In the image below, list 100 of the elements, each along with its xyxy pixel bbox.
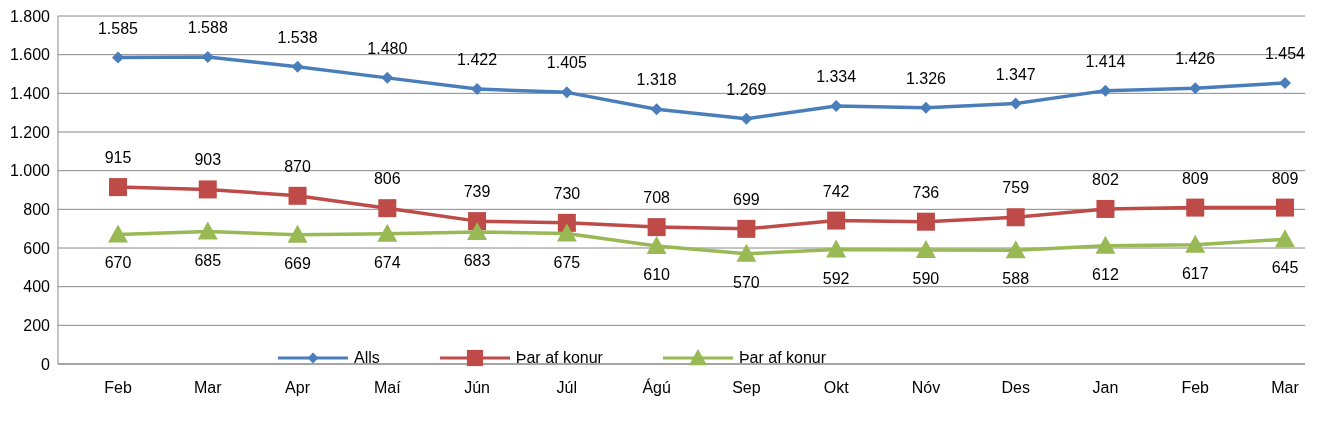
data-label: 915 — [104, 149, 132, 167]
data-label: 739 — [463, 183, 491, 201]
point — [1275, 229, 1295, 248]
x-tick-label: Nóv — [911, 379, 941, 397]
x-tick-label: Feb — [1181, 379, 1210, 397]
x-tick-label: Feb — [104, 379, 132, 397]
data-label: 870 — [284, 157, 311, 175]
data-label: 1.269 — [726, 80, 767, 98]
point — [1006, 208, 1025, 227]
point — [467, 221, 488, 240]
point — [112, 51, 124, 64]
data-label: 669 — [284, 254, 311, 272]
y-tick-label: 1.800 — [9, 7, 51, 25]
data-label: 590 — [912, 269, 940, 287]
x-tick-label: Jún — [464, 379, 490, 397]
point — [1186, 198, 1205, 217]
x-tick-label: Júl — [556, 379, 578, 397]
data-label: 742 — [822, 182, 850, 200]
data-label: 1.318 — [636, 71, 677, 89]
data-label: 1.414 — [1085, 52, 1126, 70]
data-label: 736 — [912, 183, 940, 201]
y-tick-label: 200 — [23, 317, 51, 335]
x-tick-label: Mar — [193, 379, 223, 397]
point — [287, 224, 308, 243]
point — [1276, 198, 1294, 217]
data-label: 708 — [643, 189, 671, 207]
data-label: 675 — [553, 253, 581, 271]
data-label: 570 — [733, 273, 760, 291]
point — [650, 103, 663, 116]
point — [109, 178, 127, 197]
data-label: 730 — [553, 184, 581, 202]
data-label: 1.405 — [546, 54, 587, 72]
point — [827, 211, 846, 230]
point — [647, 218, 666, 237]
point — [288, 186, 307, 205]
data-label: 610 — [643, 266, 671, 284]
data-label: 1.454 — [1264, 44, 1306, 62]
x-tick-label: Sep — [732, 379, 761, 397]
y-tick-label: 600 — [23, 239, 51, 257]
point — [1185, 234, 1206, 253]
point — [1096, 199, 1115, 218]
data-label: 1.538 — [277, 28, 318, 46]
point — [826, 239, 847, 258]
data-label: 1.326 — [905, 69, 947, 87]
data-label: 645 — [1271, 259, 1299, 277]
point — [377, 223, 398, 242]
legend-label: Þar af konur — [515, 349, 603, 367]
data-label: 685 — [194, 251, 222, 269]
data-label: 809 — [1181, 169, 1209, 187]
data-label: 903 — [194, 151, 222, 169]
point — [1279, 76, 1291, 89]
data-label: 802 — [1092, 170, 1119, 188]
point — [740, 112, 753, 125]
point — [556, 223, 577, 242]
data-label: 1.334 — [816, 68, 857, 86]
x-tick-label: Jan — [1092, 379, 1119, 397]
data-label: 759 — [1002, 179, 1030, 197]
data-label: 670 — [104, 254, 132, 272]
data-label: 1.585 — [97, 19, 139, 37]
data-label: 809 — [1271, 169, 1299, 187]
point — [381, 71, 394, 84]
point — [108, 224, 128, 243]
point — [915, 239, 936, 258]
point — [1095, 235, 1116, 254]
point — [1189, 82, 1202, 95]
data-label: 1.588 — [187, 18, 228, 36]
y-tick-label: 1.600 — [9, 46, 51, 64]
data-label: 674 — [373, 253, 401, 271]
point — [646, 236, 667, 255]
point — [736, 243, 757, 262]
data-label: 588 — [1002, 270, 1030, 288]
point — [1005, 240, 1026, 259]
x-tick-label: Apr — [285, 379, 311, 397]
data-label: 592 — [822, 269, 850, 287]
data-label: 1.422 — [457, 51, 498, 69]
y-tick-label: 800 — [23, 201, 51, 219]
data-label: 699 — [733, 190, 760, 208]
y-tick-label: 1.400 — [9, 85, 51, 103]
legend-label: Alls — [354, 349, 380, 367]
y-tick-label: 1.000 — [9, 162, 51, 180]
x-tick-label: Des — [1001, 379, 1030, 397]
data-label: 612 — [1092, 265, 1119, 283]
x-tick-label: Okt — [823, 379, 850, 397]
point — [378, 199, 397, 218]
point — [198, 180, 217, 199]
x-tick-label: Mar — [1271, 379, 1300, 397]
y-tick-label: 0 — [41, 355, 51, 373]
x-tick-label: Maí — [373, 379, 402, 397]
point — [197, 221, 218, 240]
data-label: 1.347 — [995, 65, 1036, 83]
point — [916, 212, 935, 231]
legend-label: Þar af konur — [738, 349, 827, 367]
y-tick-label: 400 — [23, 278, 51, 296]
data-label: 617 — [1181, 264, 1209, 282]
x-tick-label: Ágú — [642, 378, 671, 397]
data-label: 1.426 — [1175, 50, 1216, 68]
y-tick-label: 1.200 — [9, 123, 51, 141]
data-label: 683 — [463, 251, 491, 269]
point — [737, 219, 756, 238]
data-label: 806 — [373, 170, 401, 188]
